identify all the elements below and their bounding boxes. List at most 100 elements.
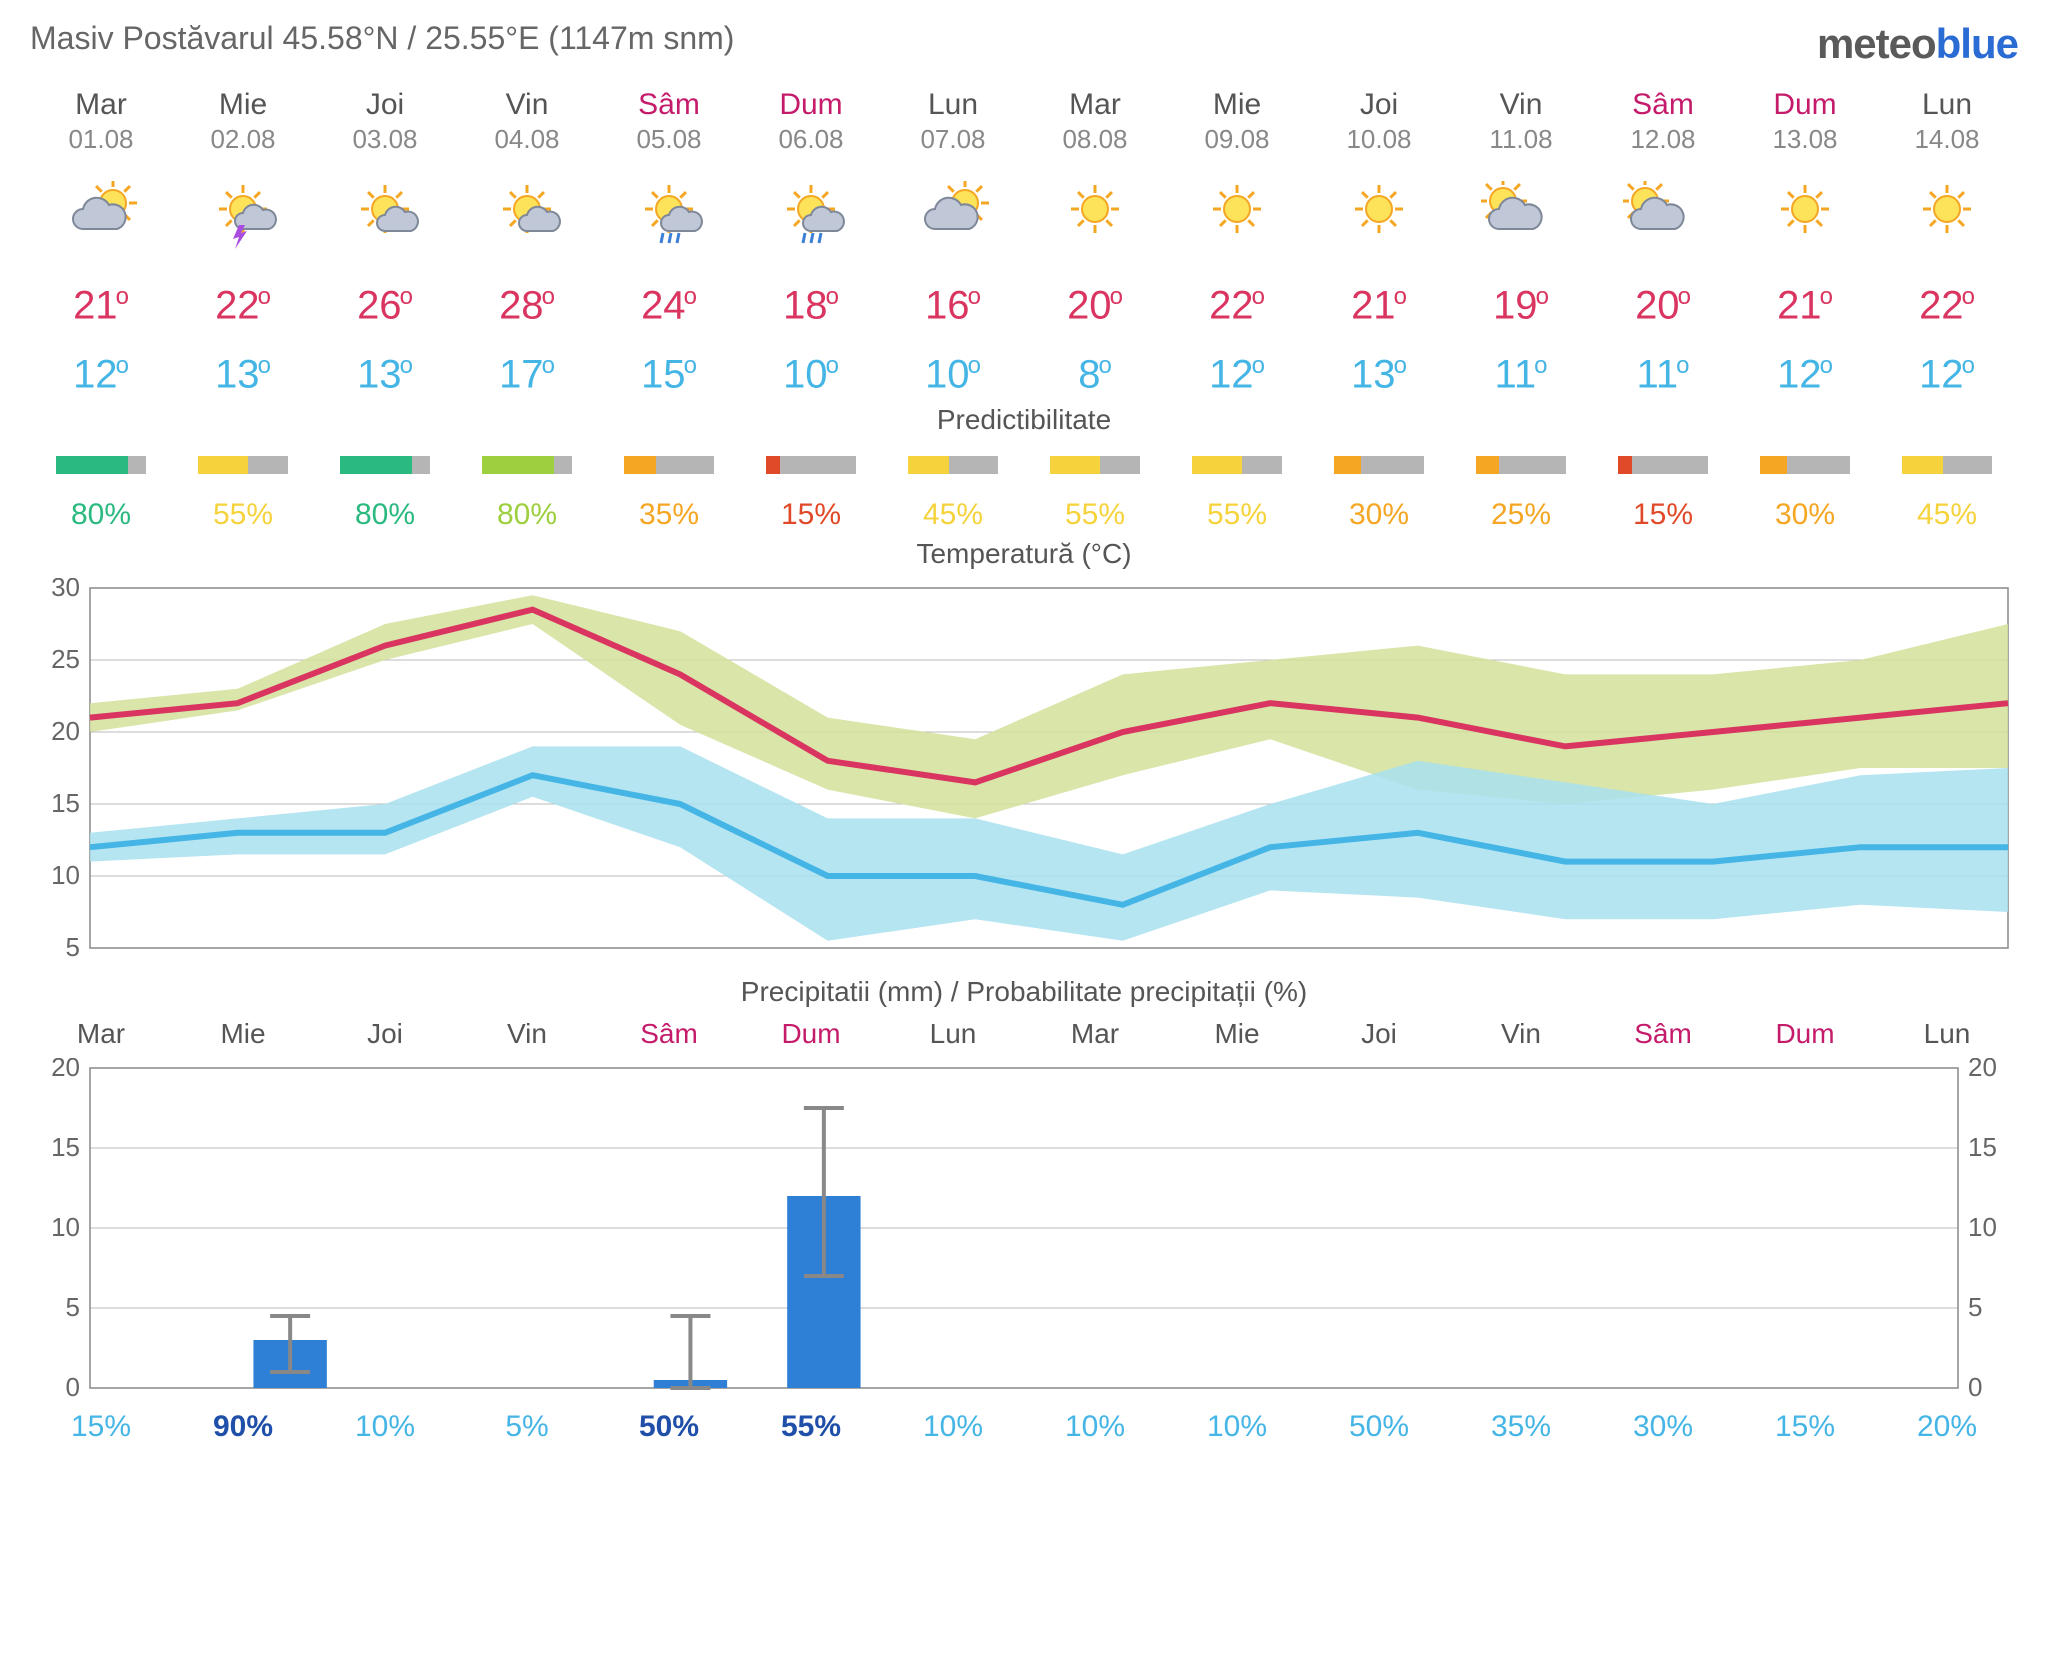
svg-text:0: 0 (66, 1372, 80, 1398)
high-temp: 28o (456, 283, 598, 328)
svg-text:10: 10 (51, 860, 80, 890)
weather-icons-row (30, 175, 2018, 257)
weather-icon (30, 175, 172, 257)
svg-text:15: 15 (1968, 1132, 1997, 1162)
pred-percent: 30% (1308, 498, 1450, 532)
precip-probability: 15% (30, 1410, 172, 1444)
pred-percent: 15% (1592, 498, 1734, 532)
pred-percent: 55% (1166, 498, 1308, 532)
pred-bar (1876, 456, 2018, 474)
high-temp: 16o (882, 283, 1024, 328)
weather-icon (1734, 175, 1876, 257)
day-cell: Vin11.08 (1450, 88, 1592, 155)
predictability-title: Predictibilitate (30, 404, 2018, 436)
precip-day: Vin (1450, 1018, 1592, 1050)
high-temp: 18o (740, 283, 882, 328)
precip-probability: 35% (1450, 1410, 1592, 1444)
pred-percent: 80% (314, 498, 456, 532)
low-temp: 8o (1024, 352, 1166, 397)
precip-day: Mar (30, 1018, 172, 1050)
low-temp: 12o (30, 352, 172, 397)
precip-probability: 30% (1592, 1410, 1734, 1444)
brand-logo: meteoblue (1817, 20, 2018, 68)
pred-percent: 55% (1024, 498, 1166, 532)
precip-day: Mie (172, 1018, 314, 1050)
weather-icon (1592, 175, 1734, 257)
high-temps-row: 21o22o26o28o24o18o16o20o22o21o19o20o21o2… (30, 277, 2018, 328)
svg-text:0: 0 (1968, 1372, 1982, 1398)
pred-bar (1166, 456, 1308, 474)
weather-icon (314, 175, 456, 257)
pred-bar (1450, 456, 1592, 474)
weather-icon (1024, 175, 1166, 257)
day-cell: Mie02.08 (172, 88, 314, 155)
precip-day: Lun (882, 1018, 1024, 1050)
precip-day: Dum (1734, 1018, 1876, 1050)
precip-day: Mie (1166, 1018, 1308, 1050)
svg-text:5: 5 (66, 932, 80, 958)
temperature-chart-title: Temperatură (°C) (30, 538, 2018, 570)
low-temp: 12o (1876, 352, 2018, 397)
day-cell: Sâm05.08 (598, 88, 740, 155)
pred-percent: 25% (1450, 498, 1592, 532)
svg-text:5: 5 (66, 1292, 80, 1322)
pred-bar (1308, 456, 1450, 474)
weather-icon (1876, 175, 2018, 257)
precip-probability: 10% (314, 1410, 456, 1444)
precip-probability: 20% (1876, 1410, 2018, 1444)
pred-bar (740, 456, 882, 474)
weather-icon (172, 175, 314, 257)
high-temp: 20o (1024, 283, 1166, 328)
day-cell: Lun07.08 (882, 88, 1024, 155)
pred-percent: 45% (1876, 498, 2018, 532)
pred-bar (598, 456, 740, 474)
low-temp: 17o (456, 352, 598, 397)
precip-day: Dum (740, 1018, 882, 1050)
low-temp: 12o (1734, 352, 1876, 397)
temperature-chart: 51015202530 (30, 578, 2018, 958)
precipitation-chart: 0055101015152020 (30, 1058, 2018, 1398)
low-temp: 15o (598, 352, 740, 397)
pred-bar (1592, 456, 1734, 474)
weather-icon (882, 175, 1024, 257)
pred-percent: 35% (598, 498, 740, 532)
day-cell: Mar08.08 (1024, 88, 1166, 155)
high-temp: 24o (598, 283, 740, 328)
svg-text:25: 25 (51, 644, 80, 674)
precip-probability: 50% (598, 1410, 740, 1444)
pred-percent: 45% (882, 498, 1024, 532)
weather-icon (740, 175, 882, 257)
svg-text:10: 10 (1968, 1212, 1997, 1242)
high-temp: 22o (1876, 283, 2018, 328)
weather-icon (1308, 175, 1450, 257)
precip-probability: 50% (1308, 1410, 1450, 1444)
high-temp: 22o (172, 283, 314, 328)
pred-bar (456, 456, 598, 474)
pred-percent: 30% (1734, 498, 1876, 532)
pred-percent: 80% (456, 498, 598, 532)
pred-bar (1734, 456, 1876, 474)
precip-probability: 15% (1734, 1410, 1876, 1444)
high-temp: 21o (30, 283, 172, 328)
location-title: Masiv Postăvarul 45.58°N / 25.55°E (1147… (30, 20, 734, 57)
high-temp: 21o (1308, 283, 1450, 328)
precip-probability: 55% (740, 1410, 882, 1444)
weather-icon (1166, 175, 1308, 257)
pred-percent: 80% (30, 498, 172, 532)
day-cell: Lun14.08 (1876, 88, 2018, 155)
svg-text:10: 10 (51, 1212, 80, 1242)
pred-bar (30, 456, 172, 474)
low-temp: 13o (172, 352, 314, 397)
low-temp: 10o (740, 352, 882, 397)
precip-probability: 10% (1024, 1410, 1166, 1444)
weather-icon (1450, 175, 1592, 257)
precip-days-row: MarMieJoiVinSâmDumLunMarMieJoiVinSâmDumL… (30, 1018, 2018, 1050)
low-temp: 10o (882, 352, 1024, 397)
pred-bar (882, 456, 1024, 474)
day-cell: Joi10.08 (1308, 88, 1450, 155)
low-temp: 11o (1450, 352, 1592, 397)
weather-icon (598, 175, 740, 257)
svg-text:30: 30 (51, 578, 80, 602)
svg-text:20: 20 (1968, 1058, 1997, 1082)
day-cell: Mar01.08 (30, 88, 172, 155)
